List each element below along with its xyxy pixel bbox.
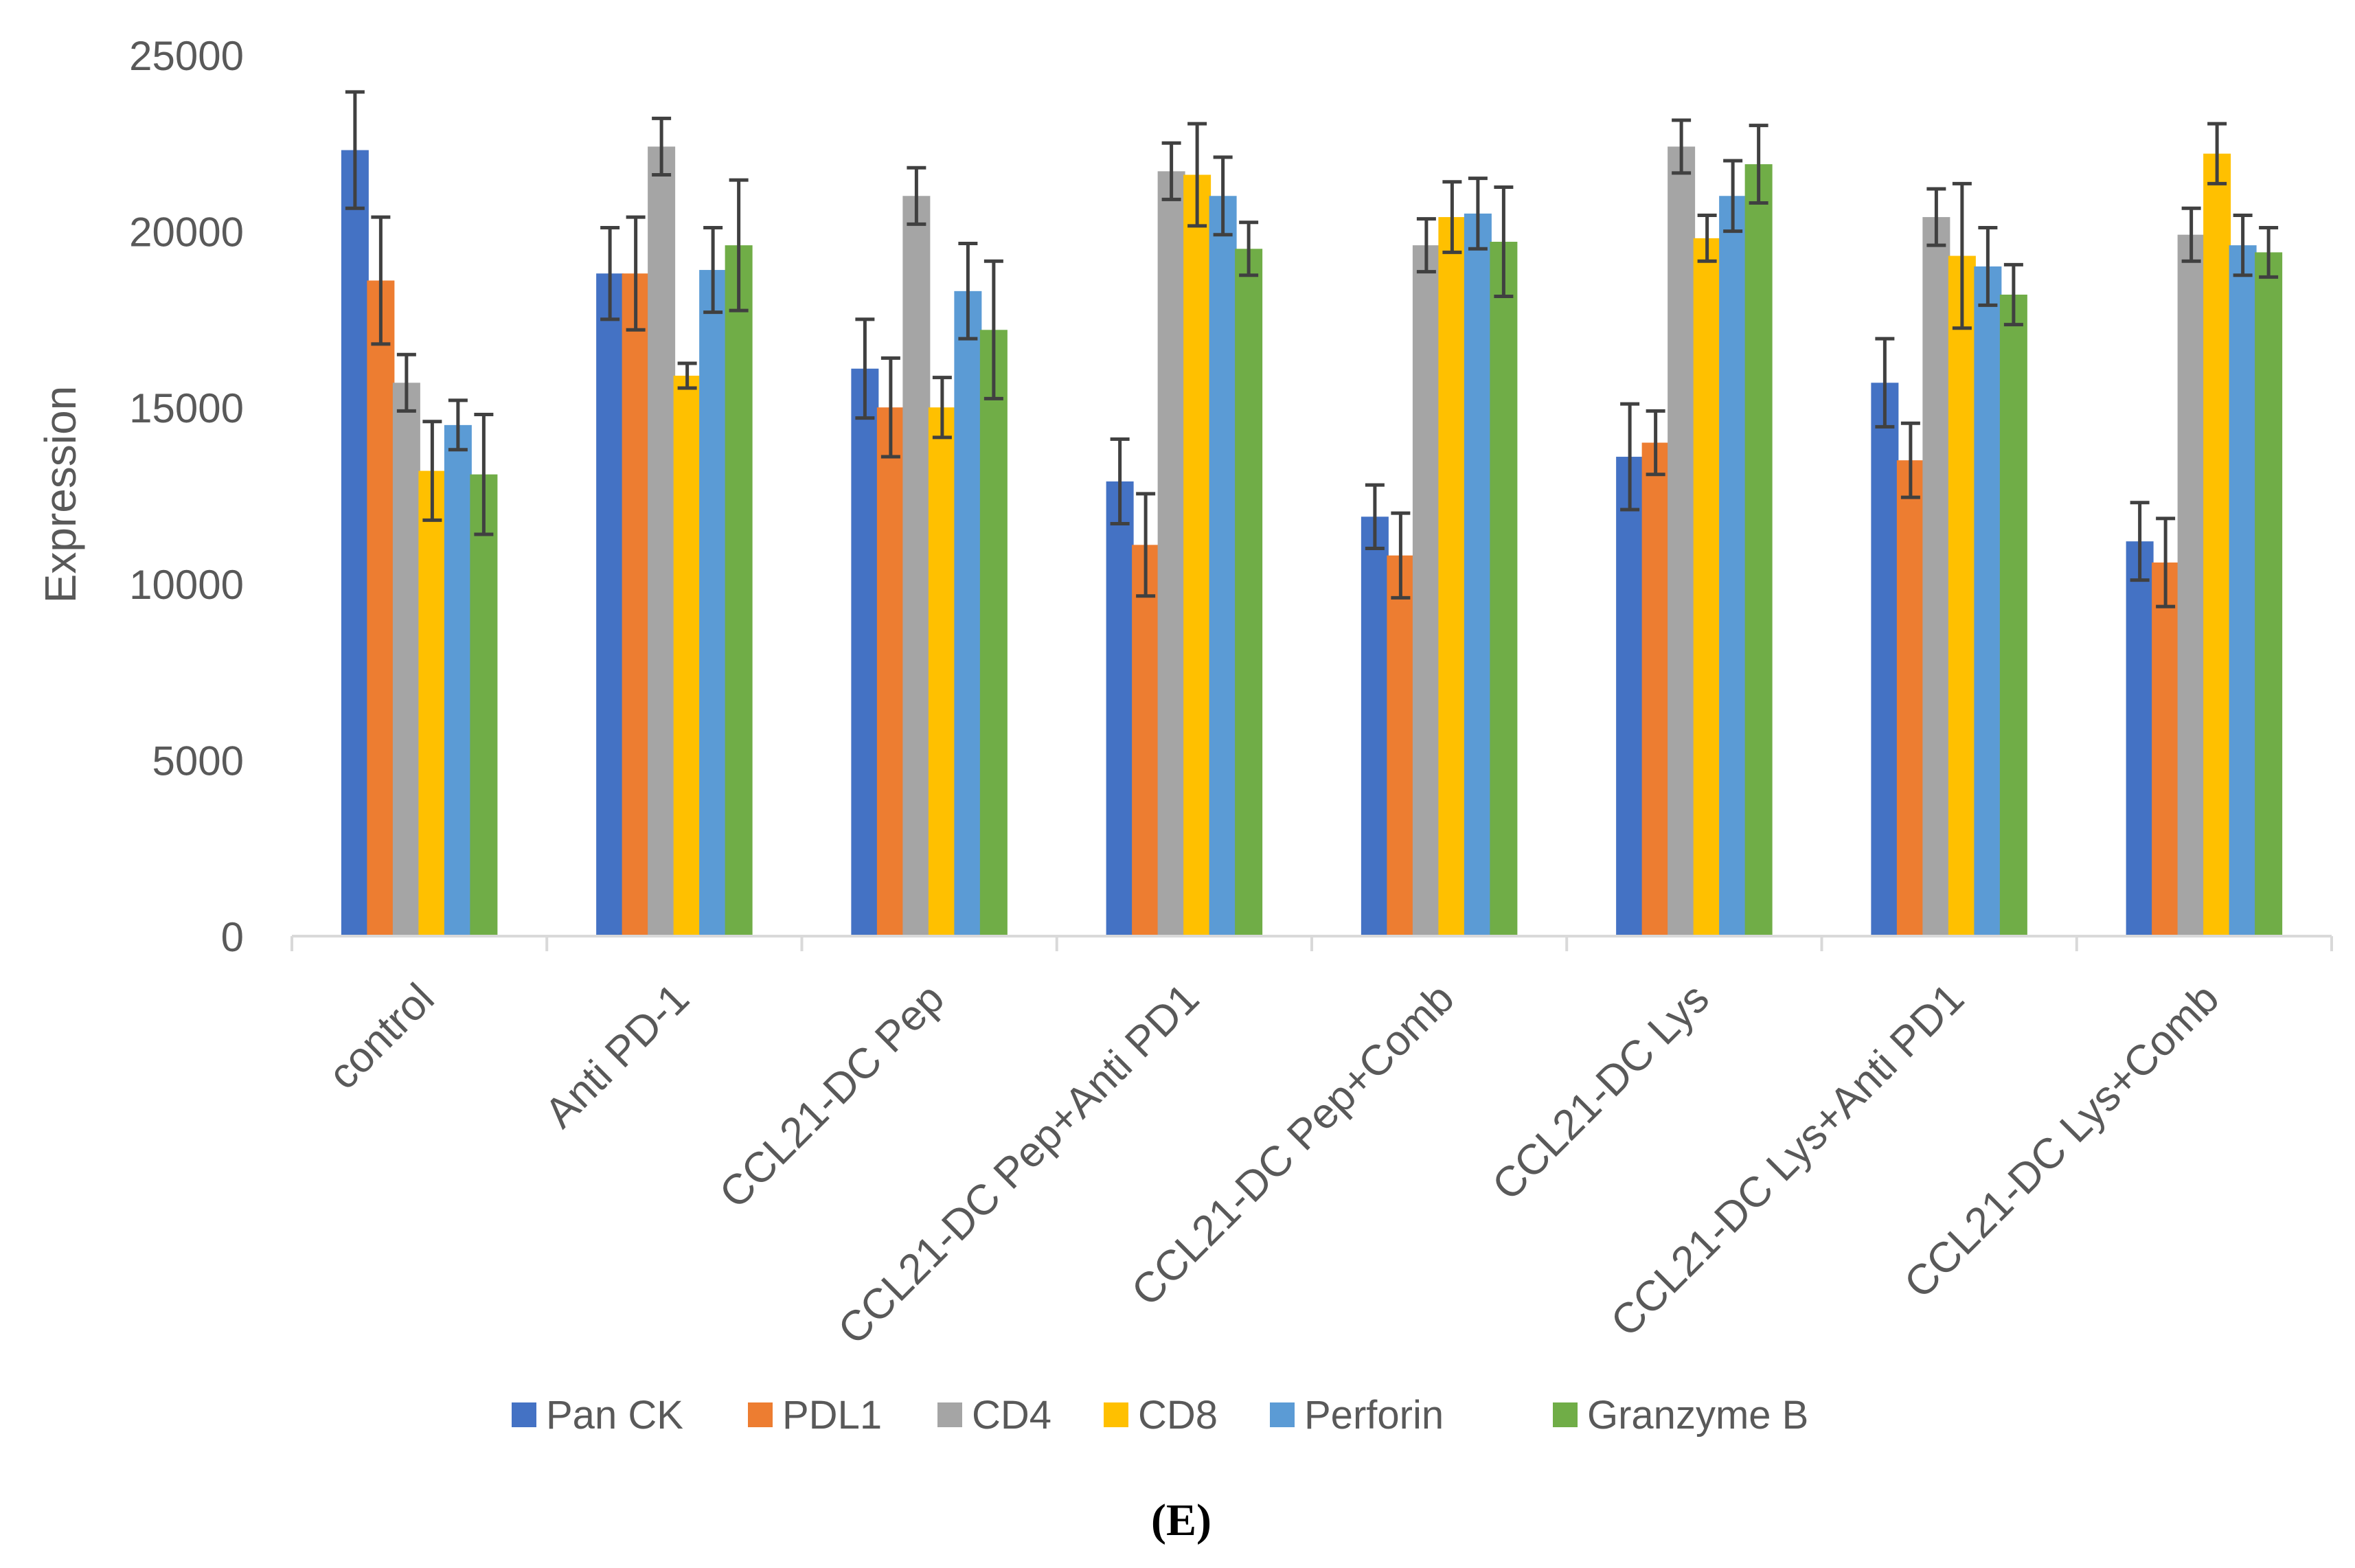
- legend-swatch: [1553, 1402, 1578, 1427]
- legend-label: Pan CK: [546, 1393, 683, 1438]
- bar: [1948, 255, 1976, 936]
- bar: [1668, 146, 1696, 936]
- legend-swatch: [748, 1402, 773, 1427]
- bar: [1693, 238, 1721, 936]
- bar: [1235, 249, 1263, 936]
- bar: [1183, 174, 1211, 936]
- y-tick-label: 20000: [129, 209, 244, 255]
- panel-label: (E): [1151, 1495, 1211, 1545]
- x-tick-label: CCL21-DC Pep: [711, 975, 953, 1217]
- legend-label: Perforin: [1304, 1393, 1444, 1438]
- bar: [851, 368, 879, 936]
- bar: [1999, 294, 2027, 936]
- bar: [673, 376, 701, 936]
- bar: [1490, 241, 1518, 937]
- bar: [979, 330, 1008, 936]
- y-tick-label: 15000: [129, 385, 244, 431]
- bar: [1744, 164, 1773, 936]
- bar: [928, 407, 956, 936]
- bar: [1896, 460, 1924, 936]
- y-tick-label: 0: [221, 914, 244, 960]
- legend-label: CD4: [972, 1393, 1051, 1438]
- bar: [2126, 541, 2154, 936]
- bar: [699, 270, 727, 936]
- legend-swatch: [1270, 1402, 1295, 1427]
- y-tick-label: 5000: [152, 738, 244, 784]
- bar: [2255, 252, 2283, 937]
- bar: [1871, 383, 1899, 936]
- bar: [392, 383, 420, 936]
- bar: [1641, 442, 1670, 936]
- bar: [1616, 457, 1644, 936]
- bar: [596, 273, 624, 937]
- y-tick-label: 10000: [129, 562, 244, 608]
- bar: [1106, 481, 1134, 936]
- bar: [418, 470, 446, 936]
- bar: [876, 407, 905, 936]
- bars-layer: [341, 146, 2283, 937]
- bar: [1464, 213, 1492, 937]
- bar: [1719, 196, 1747, 936]
- bar: [1922, 217, 1950, 936]
- bar: [648, 146, 676, 936]
- bar: [1387, 555, 1415, 936]
- bar: [954, 291, 982, 936]
- bar: [725, 245, 753, 936]
- bar: [1132, 545, 1160, 936]
- legend-label: Granzyme B: [1587, 1393, 1808, 1438]
- legend-swatch: [512, 1402, 536, 1427]
- bar: [1157, 171, 1185, 937]
- y-axis-ticks: 0 5000 10000 15000 20000 25000: [129, 33, 244, 960]
- bar: [444, 424, 472, 936]
- bar: [622, 273, 650, 937]
- x-tick-label: CCL21-DC Lys: [1483, 975, 1718, 1209]
- legend-label: PDL1: [782, 1393, 882, 1438]
- bar: [1412, 245, 1440, 936]
- legend: Pan CK PDL1 CD4 CD8 Perforin Granzyme B: [512, 1393, 1808, 1438]
- x-tick-label: control: [319, 975, 443, 1098]
- legend-swatch: [1104, 1402, 1128, 1427]
- legend-swatch: [937, 1402, 962, 1427]
- bar: [470, 474, 498, 936]
- bar: [1438, 217, 1466, 936]
- bar: [902, 196, 931, 936]
- bar: [367, 280, 395, 936]
- x-tick-label: Anti PD-1: [536, 975, 698, 1137]
- bar: [341, 150, 369, 937]
- y-tick-label: 25000: [129, 33, 244, 79]
- error-bars-layer: [345, 90, 2279, 609]
- bar: [1209, 196, 1237, 936]
- bar: [1361, 516, 1389, 936]
- x-axis-ticks: [291, 936, 2333, 951]
- y-axis-title: Expression: [36, 386, 85, 604]
- bar: [2177, 234, 2205, 936]
- legend-label: CD8: [1138, 1393, 1218, 1438]
- bar: [2229, 245, 2257, 936]
- bar: [2152, 563, 2180, 936]
- bar: [1974, 266, 2002, 936]
- bar: [2203, 153, 2231, 936]
